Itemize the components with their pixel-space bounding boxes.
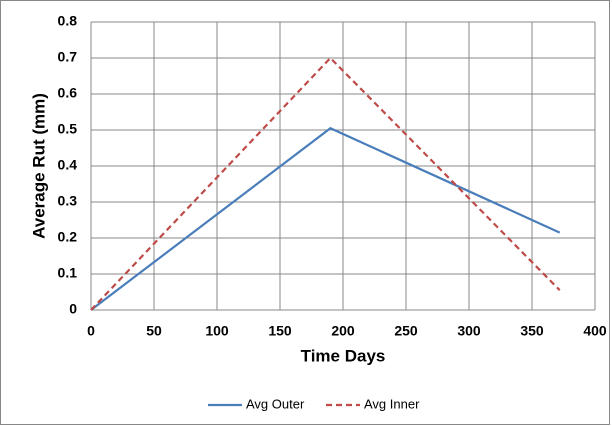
legend-label: Avg Outer [246,396,305,411]
y-tick-label: 0 [69,301,77,317]
series-line [90,126,561,311]
x-tick-label: 50 [146,323,162,339]
y-tick-label: 0.5 [58,121,78,137]
y-tick-label: 0.4 [58,157,78,173]
x-tick-label: 200 [331,323,355,339]
x-tick-label: 400 [583,323,607,339]
x-tick-label: 150 [268,323,292,339]
y-tick-label: 0.3 [58,193,78,209]
y-tick-label: 0.6 [58,85,78,101]
x-axis-title: Time Days [301,346,386,365]
y-tick-label: 0.2 [58,229,78,245]
series-line [90,56,561,311]
x-tick-label: 300 [457,323,481,339]
y-tick-label: 0.1 [58,265,78,281]
legend-label: Avg Inner [364,396,420,411]
x-tick-label: 0 [87,323,95,339]
y-tick-label: 0.8 [58,13,78,29]
x-tick-label: 100 [205,323,229,339]
x-tick-label: 250 [394,323,418,339]
x-tick-label: 350 [520,323,544,339]
y-axis-title: Average Rut (mm) [29,93,48,239]
y-tick-label: 0.7 [58,49,78,65]
